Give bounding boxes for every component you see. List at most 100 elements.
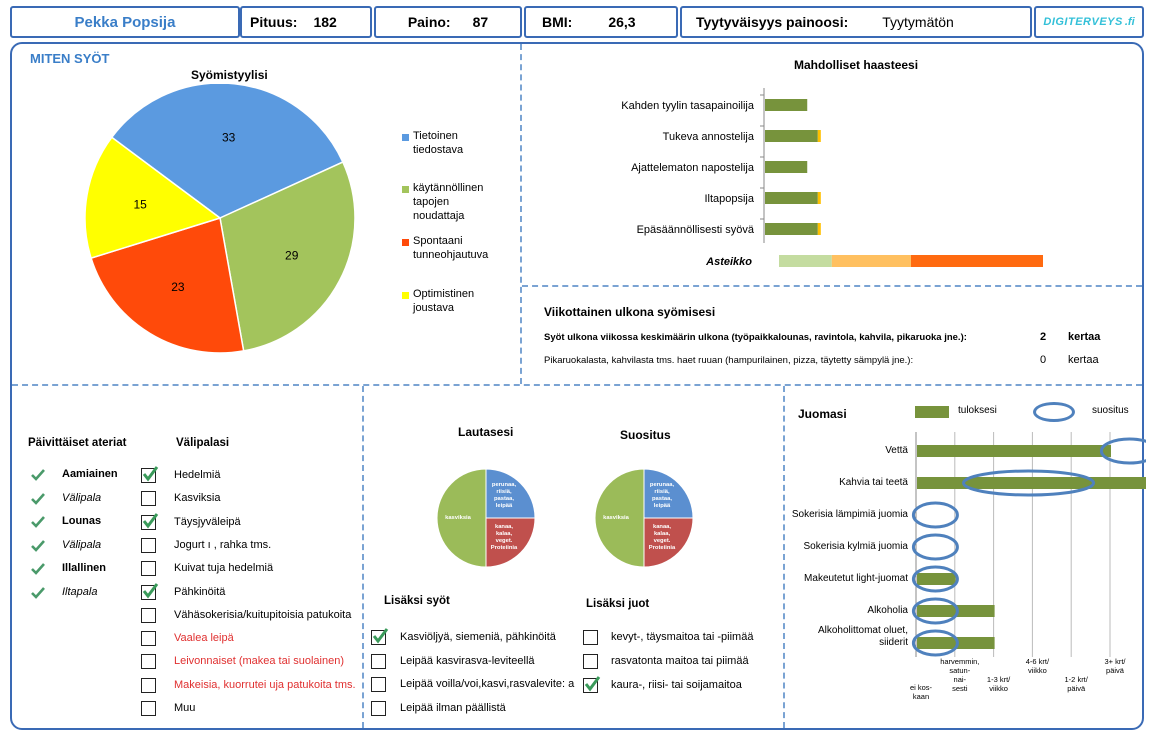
drink-rec-4	[911, 565, 959, 593]
challenge-bar-3	[765, 192, 818, 204]
extra-eat-checkbox-0[interactable]	[371, 628, 389, 645]
drink-label-6: siiderit	[879, 637, 908, 648]
snack-label-9: Makeisia, kuorrutei uja patukoita tms.	[174, 678, 356, 691]
snack-label-1: Kasviksia	[174, 492, 221, 505]
drink-rec-0	[1099, 437, 1146, 465]
plate-slice-2	[436, 468, 487, 568]
logo-box: DIGITERVEYS .fi	[1034, 6, 1144, 38]
checkmark-icon	[31, 515, 45, 533]
divider-right-middle	[522, 285, 1142, 287]
scale-segment-0	[779, 255, 832, 267]
snack-checkbox-2[interactable]	[141, 512, 159, 530]
challenge-bar-4	[765, 223, 818, 235]
divider-top-vertical	[520, 44, 522, 384]
extra-eat-checkbox-2[interactable]	[371, 677, 386, 692]
challenge-label-1: Tukeva annostelija	[663, 131, 755, 143]
challenge-label-0: Kahden tyylin tasapainoilija	[621, 100, 755, 112]
eating-out-row1-value: 2	[1040, 331, 1047, 343]
snack-label-5: Pähkinöitä	[174, 585, 226, 598]
drink-tick-0: kaan	[913, 692, 929, 701]
eating-style-chart-title: Syömistyylisi	[191, 68, 268, 82]
extra-eat-title: Lisäksi syöt	[384, 595, 450, 607]
extra-eat-checkbox-1[interactable]	[371, 653, 386, 669]
legend-label-1: noudattaja	[413, 210, 465, 222]
drink-tick-2: 1-3 krt/	[987, 675, 1011, 684]
checkmark-icon	[31, 468, 45, 486]
plate-text: kalaa,	[496, 531, 513, 537]
snack-checkbox-10[interactable]	[141, 701, 156, 716]
meal-label-3: Välipala	[62, 538, 102, 551]
snack-checkbox-4[interactable]	[141, 561, 156, 577]
snack-checkbox-1[interactable]	[141, 491, 156, 507]
extra-drink-checkbox-1[interactable]	[583, 654, 598, 669]
snack-checkbox-7[interactable]	[141, 631, 156, 647]
pie-slice-0	[110, 84, 344, 219]
plate-text: pastaa,	[494, 496, 514, 502]
plate-title-yours: Lautasesi	[458, 425, 514, 439]
drinks-legend-result-swatch	[915, 406, 949, 418]
extra-drink-label-2: kaura-, riisi- tai soijamaitoa	[611, 679, 742, 691]
checkmark-icon	[31, 492, 45, 510]
meals-title: Päivittäiset ateriat	[28, 437, 127, 449]
drink-tick-5: 3+ krt/	[1104, 657, 1126, 666]
drink-tick-3: viikko	[1028, 666, 1047, 675]
eating-out-row2-unit: kertaa	[1068, 354, 1099, 366]
eating-out-title: Viikottainen ulkona syömisesi	[544, 305, 716, 319]
plate-text: kanaa,	[495, 524, 513, 530]
snack-label-6: Vähäsokerisia/kuitupitoisia patukoita	[174, 608, 352, 621]
drink-bar-0	[917, 445, 1111, 457]
snack-label-2: Täysjyväleipä	[174, 515, 241, 528]
divider-bottom-right	[783, 386, 785, 728]
legend-swatch-3	[402, 292, 409, 299]
eating-out-row1-label: Syöt ulkona viikossa keskimäärin ulkona …	[544, 332, 967, 343]
challenge-bar-0	[765, 99, 808, 111]
snack-checkbox-0[interactable]	[141, 466, 159, 483]
snack-checkbox-3[interactable]	[141, 537, 156, 553]
snack-checkbox-9[interactable]	[141, 677, 156, 693]
extra-drink-checkbox-0[interactable]	[583, 630, 598, 645]
plate-text: veget.	[654, 538, 671, 544]
challenge-label-4: Epäsäännöllisesti syövä	[637, 224, 755, 236]
extra-eat-label-2: Leipää voilla/voi,kasvi,rasvalevite: a	[400, 678, 575, 690]
pie-label-1: 29	[285, 249, 299, 263]
meal-label-4: Illallinen	[62, 562, 107, 574]
snack-checkbox-6[interactable]	[141, 607, 156, 623]
extra-eat-checkbox-3[interactable]	[371, 700, 386, 716]
plate-text: riisiä,	[654, 489, 670, 495]
legend-label-3: joustava	[413, 302, 454, 314]
legend-swatch-2	[402, 239, 409, 246]
extra-drink-checkbox-2[interactable]	[583, 676, 601, 693]
checkmark-icon	[31, 586, 45, 604]
drink-tick-5: päivä	[1106, 666, 1125, 675]
plate-text: leipää	[496, 503, 513, 509]
bmi-value: 26,3	[608, 14, 636, 30]
bmi-box: BMI: 26,3	[524, 6, 678, 38]
user-name: Pekka Popsija	[74, 13, 176, 31]
drink-label-3: Sokerisia kylmiä juomia	[804, 541, 909, 552]
snack-label-0: Hedelmiä	[174, 469, 221, 481]
drink-label-1: Kahvia tai teetä	[839, 477, 908, 488]
height-label: Pituus:	[250, 14, 298, 30]
plate-text: leipää	[654, 503, 671, 509]
drink-bar-6	[917, 637, 995, 649]
challenge-bar-1	[765, 130, 818, 142]
scale-label: Asteikko	[705, 256, 752, 268]
plate-text: riisiä,	[496, 489, 512, 495]
legend-swatch-0	[402, 134, 409, 141]
drinks-title: Juomasi	[798, 407, 847, 421]
eating-out-row2-value: 0	[1040, 354, 1047, 366]
drink-tick-2: viikko	[989, 684, 1008, 693]
checkmark-icon	[31, 562, 45, 580]
meal-label-0: Aamiainen	[62, 468, 118, 480]
legend-label-0: tiedostava	[413, 144, 464, 156]
section-title-eating: MITEN SYÖT	[30, 51, 110, 66]
snack-label-3: Jogurt ı , rahka tms.	[174, 538, 272, 551]
legend-swatch-1	[402, 186, 409, 193]
drink-tick-4: päivä	[1067, 684, 1086, 693]
logo-mark-icon: .fi	[1124, 16, 1135, 28]
snack-checkbox-5[interactable]	[141, 582, 159, 600]
divider-main-horizontal	[12, 384, 1142, 386]
challenge-label-3: Iltapopsija	[704, 193, 754, 205]
satisfaction-value: Tyytymätön	[882, 14, 954, 30]
snack-checkbox-8[interactable]	[141, 654, 156, 670]
